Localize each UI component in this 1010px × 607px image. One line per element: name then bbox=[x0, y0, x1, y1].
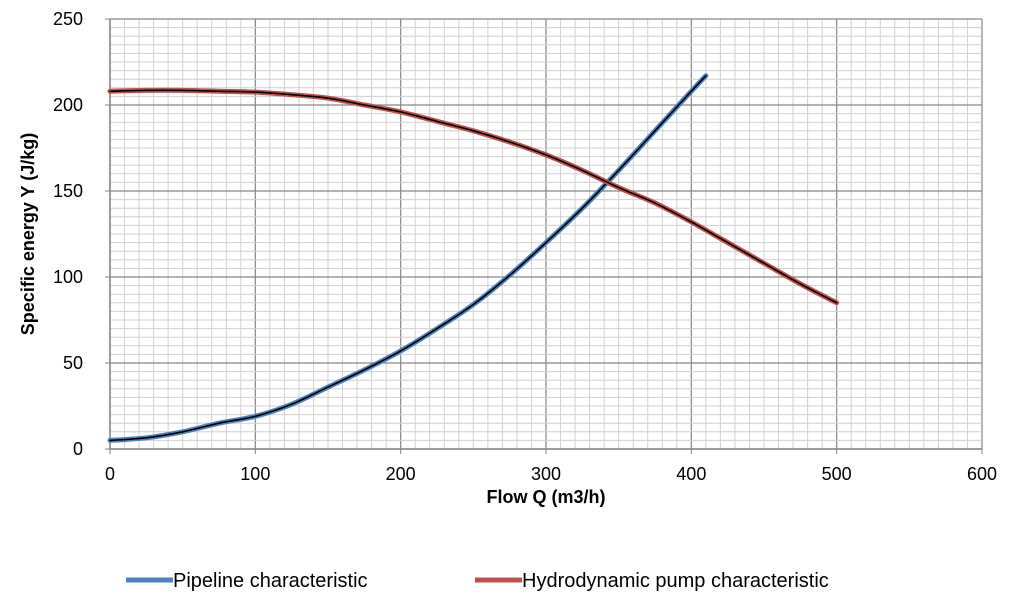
y-tick-label: 150 bbox=[53, 181, 83, 201]
x-tick-label: 100 bbox=[240, 464, 270, 484]
y-tick-label: 50 bbox=[63, 353, 83, 373]
legend-label-pipeline: Pipeline characteristic bbox=[173, 570, 368, 592]
x-tick-label: 400 bbox=[676, 464, 706, 484]
y-tick-label: 100 bbox=[53, 267, 83, 287]
x-tick-label: 500 bbox=[822, 464, 852, 484]
y-axis-title: Specific energy Y (J/kg) bbox=[18, 133, 38, 335]
series-layer bbox=[107, 73, 840, 443]
legend: Pipeline characteristic Hydrodynamic pum… bbox=[126, 570, 829, 592]
x-axis-title: Flow Q (m3/h) bbox=[487, 487, 606, 507]
x-tick-label: 600 bbox=[967, 464, 997, 484]
tick-labels: 0 100 200 300 400 500 600 0 50 100 150 200 250 bbox=[53, 9, 997, 484]
y-tick-label: 200 bbox=[53, 95, 83, 115]
x-tick-label: 300 bbox=[531, 464, 561, 484]
y-tick-label: 0 bbox=[73, 439, 83, 459]
trendline-pipeline bbox=[109, 74, 707, 442]
legend-label-pump: Hydrodynamic pump characteristic bbox=[522, 570, 829, 592]
x-tick-label: 0 bbox=[105, 464, 115, 484]
trendline-pump bbox=[109, 89, 838, 304]
y-tick-label: 250 bbox=[53, 9, 83, 29]
x-tick-label: 200 bbox=[386, 464, 416, 484]
grid bbox=[109, 18, 983, 450]
